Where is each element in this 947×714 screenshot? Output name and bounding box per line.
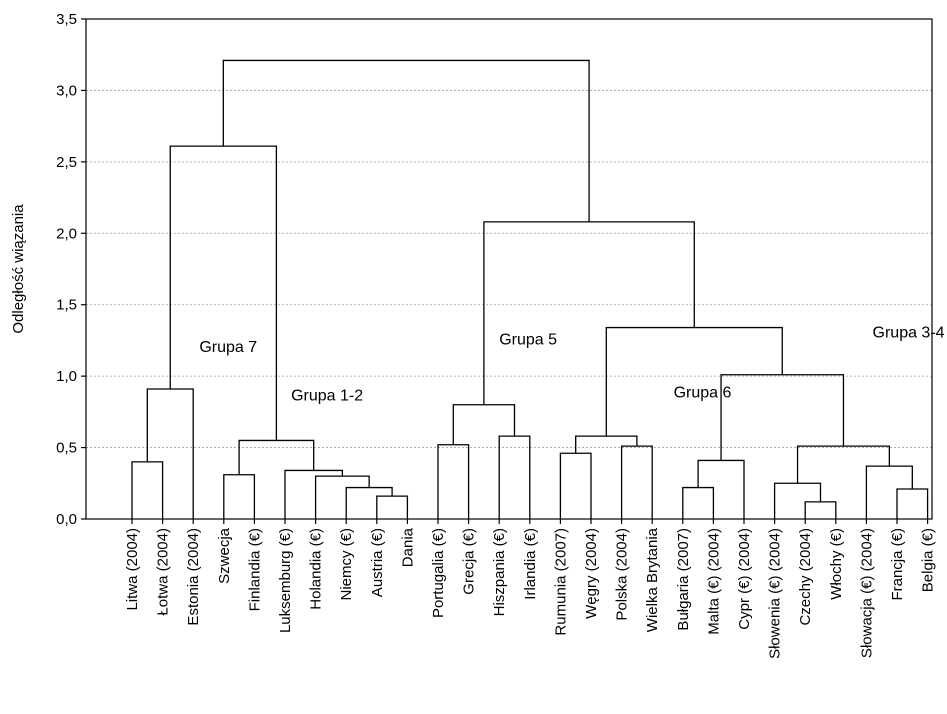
- dendrogram-link: [804, 501, 837, 519]
- leaf-label: Rumunia (2007): [552, 528, 569, 636]
- leaf-label: Słowacja (€) (2004): [858, 528, 875, 658]
- leaf-label: Malta (€) (2004): [705, 528, 722, 635]
- y-tick-label: 1,5: [56, 297, 77, 314]
- leaf-label: Finlandia (€): [246, 528, 263, 611]
- x-axis-leaf-labels: Litwa (2004) Łotwa (2004) Estonia (2004) Sz…: [124, 519, 937, 659]
- leaf-label: Bułgaria (2007): [675, 528, 692, 631]
- dendrogram-link: [575, 435, 638, 454]
- group-annotation: Grupa 7: [199, 339, 257, 356]
- leaf-label: Irlandia (€): [522, 528, 539, 600]
- dendrogram-link: [146, 388, 194, 519]
- leaf-label: Węgry (2004): [583, 528, 600, 619]
- dendrogram-link: [896, 488, 929, 519]
- leaf-label: Portugalia (€): [430, 528, 447, 618]
- dendrogram-link: [865, 465, 913, 519]
- dendrogram-link: [452, 404, 516, 445]
- leaf-label: Luksemburg (€): [277, 528, 294, 633]
- dendrogram-link: [605, 326, 783, 437]
- leaf-label: Estonia (2004): [185, 528, 202, 626]
- leaf-label: Wielka Brytania: [644, 527, 661, 632]
- y-tick-label: 0,0: [56, 511, 77, 528]
- dendrogram-link: [773, 482, 822, 519]
- dendrogram-link: [483, 221, 695, 405]
- leaf-label: Polska (2004): [614, 528, 631, 621]
- leaf-label: Grecja (€): [461, 528, 478, 595]
- leaf-label: Litwa (2004): [124, 528, 141, 611]
- dendrogram-links: [131, 59, 929, 519]
- dendrogram-link: [238, 439, 315, 475]
- dendrogram-link: [131, 461, 164, 519]
- grid-lines: [86, 90, 932, 448]
- plot-frame: [85, 18, 933, 520]
- group-annotations: Grupa 7 Grupa 1-2 Grupa 5 Grupa 6 Grupa 3-4: [199, 325, 944, 405]
- y-tick-label: 3,5: [56, 11, 77, 28]
- leaf-label: Słowenia (€) (2004): [767, 528, 784, 659]
- leaf-label: Holandia (€): [308, 528, 325, 610]
- leaf-label: Włochy (€): [828, 528, 845, 600]
- y-axis-ticks: 0,0 0,5 1,0 1,5 2,0 2,5 3,0 3,5: [56, 11, 86, 528]
- leaf-label: Cypr (€) (2004): [736, 528, 753, 630]
- dendrogram-link: [345, 486, 393, 519]
- dendrogram-link: [796, 445, 890, 484]
- y-axis-label: Odległość wiązania: [10, 204, 27, 334]
- leaf-label: Hiszpania (€): [491, 528, 508, 616]
- dendrogram-link: [376, 495, 409, 519]
- y-tick-label: 3,0: [56, 82, 77, 99]
- y-tick-label: 1,0: [56, 368, 77, 385]
- dendrogram-link: [620, 445, 653, 519]
- leaf-label: Niemcy (€): [338, 528, 355, 601]
- group-annotation: Grupa 6: [674, 385, 732, 402]
- group-annotation: Grupa 5: [499, 332, 557, 349]
- group-annotation: Grupa 1-2: [291, 387, 363, 404]
- group-annotation: Grupa 3-4: [873, 325, 945, 342]
- leaf-label: Czechy (2004): [797, 528, 814, 626]
- y-tick-label: 2,5: [56, 154, 77, 171]
- leaf-label: Belgia (€): [920, 528, 937, 592]
- y-tick-label: 2,0: [56, 225, 77, 242]
- dendrogram-link: [437, 444, 470, 519]
- dendrogram-link: [559, 452, 592, 519]
- leaf-label: Szwecja: [216, 527, 233, 584]
- y-tick-label: 0,5: [56, 440, 77, 457]
- leaf-label: Łotwa (2004): [155, 528, 172, 616]
- dendrogram-link: [169, 145, 278, 441]
- leaf-label: Francja (€): [889, 528, 906, 601]
- leaf-label: Dania: [399, 527, 416, 567]
- dendrogram-link: [314, 475, 370, 519]
- leaf-label: Austria (€): [369, 528, 386, 597]
- dendrogram-link: [682, 486, 715, 519]
- dendrogram-link: [284, 469, 344, 519]
- dendrogram-link: [223, 474, 256, 519]
- dendrogram-link: [498, 435, 531, 519]
- dendrogram-link: [222, 59, 590, 222]
- dendrogram-link: [697, 459, 745, 519]
